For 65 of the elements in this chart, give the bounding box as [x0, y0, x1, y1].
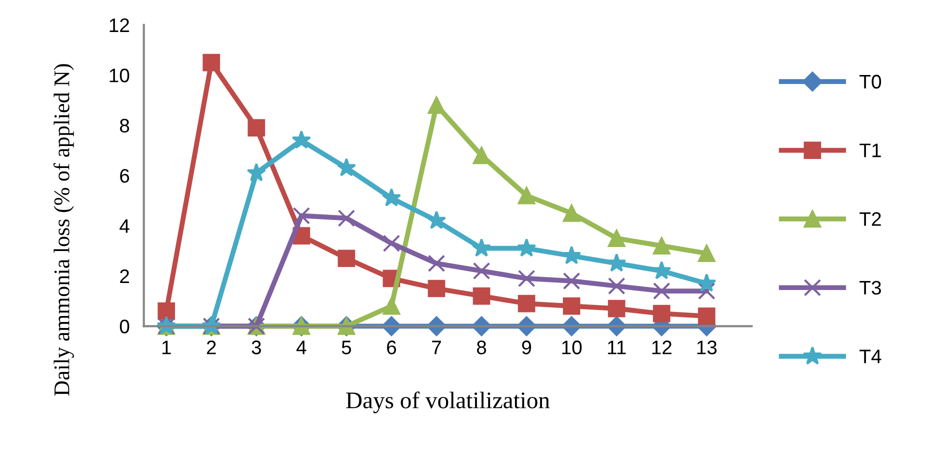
- point: [698, 282, 716, 300]
- point: [472, 238, 492, 257]
- point: [562, 272, 580, 290]
- point: [336, 158, 356, 176]
- point: [472, 287, 490, 305]
- x-tick-label: 12: [652, 340, 672, 354]
- x-tick-label: 1: [162, 340, 171, 354]
- point: [338, 210, 356, 227]
- point: [652, 260, 672, 280]
- point: [516, 238, 536, 257]
- point: [652, 237, 670, 255]
- point: [472, 262, 490, 280]
- point: [428, 280, 446, 298]
- x-tick-label: 10: [562, 340, 582, 354]
- point: [518, 186, 536, 204]
- x-tick-label: 13: [697, 340, 717, 354]
- x-axis-title: Days of volatilization: [346, 392, 550, 414]
- x-tick-label: 5: [342, 340, 352, 354]
- point: [606, 253, 626, 272]
- x-tick-label: 4: [296, 340, 306, 354]
- y-tick-label: 12: [110, 18, 129, 32]
- y-tick-label: 4: [120, 219, 130, 233]
- point: [562, 204, 580, 222]
- point: [202, 54, 220, 72]
- point: [698, 244, 716, 262]
- point: [292, 207, 310, 224]
- point: [428, 96, 446, 114]
- y-tick-label: 10: [110, 68, 130, 82]
- x-tick-label: 2: [206, 340, 216, 354]
- point: [246, 162, 266, 182]
- x-tick-label: 6: [387, 340, 396, 354]
- point: [608, 277, 626, 295]
- point: [698, 307, 716, 325]
- point: [158, 302, 176, 320]
- y-tick-label: 6: [120, 169, 130, 183]
- x-tick-label: 9: [522, 340, 532, 354]
- point: [338, 250, 356, 268]
- y-tick-label: 2: [120, 269, 129, 283]
- point: [248, 119, 266, 137]
- point: [426, 210, 446, 230]
- point: [518, 270, 536, 288]
- point: [382, 188, 402, 206]
- point: [608, 230, 626, 247]
- point: [428, 254, 446, 272]
- x-tick-label: 8: [476, 340, 486, 354]
- legend-label: T4: [860, 350, 882, 364]
- point: [518, 294, 536, 312]
- point: [652, 304, 670, 322]
- y-tick-label: 8: [120, 118, 130, 133]
- x-tick-label: 7: [432, 340, 441, 354]
- point: [562, 246, 582, 264]
- y-tick-label: 0: [120, 320, 130, 334]
- point: [608, 300, 626, 318]
- y-axis-title: Daily ammonia loss (% of applied N): [53, 64, 74, 396]
- legend-label: T2: [860, 212, 881, 226]
- x-tick-label: 11: [608, 340, 626, 354]
- point: [382, 297, 400, 315]
- legend-label: T3: [860, 280, 881, 295]
- legend-label: T1: [860, 144, 881, 158]
- point: [292, 130, 312, 149]
- point: [562, 297, 580, 315]
- point: [382, 234, 400, 252]
- x-tick-label: 3: [252, 340, 261, 354]
- point: [652, 282, 670, 300]
- legend-label: T0: [860, 74, 882, 89]
